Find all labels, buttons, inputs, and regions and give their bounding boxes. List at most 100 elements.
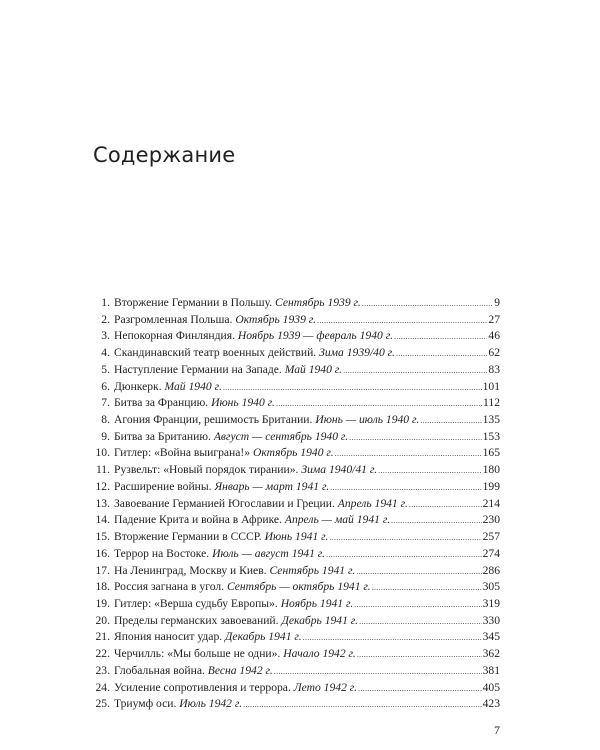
chapter-title: Пределы германских завоеваний. — [114, 613, 279, 627]
dot-leader — [317, 313, 487, 330]
dot-leader — [330, 480, 481, 497]
dot-leader — [354, 597, 481, 614]
chapter-page: 274 — [482, 546, 500, 560]
chapter-number: 3. — [101, 329, 110, 343]
chapter-page: 27 — [488, 312, 500, 326]
chapter-page: 257 — [482, 530, 500, 544]
toc-entry: 23.Глобальная война. Весна 1942 г. 381 — [88, 663, 501, 680]
toc-entry: 16. Террор на Востоке. Июль — август 1941… — [88, 546, 501, 564]
chapter-heading: Вторжение Германии в Польшу. Сентябрь 19… — [110, 295, 361, 312]
chapter-date: Зима 1940/41 г. — [301, 463, 378, 477]
chapter-title: Вторжение Германии в Польшу. — [114, 296, 273, 309]
chapter-page: 214 — [482, 496, 500, 510]
chapter-number: 25. — [95, 697, 111, 711]
chapter-heading: Дюнкерк. Май 1940 г. — [110, 379, 222, 396]
chapter-number: 23. — [95, 663, 111, 677]
chapter-date: Весна 1942 г. — [207, 663, 273, 677]
toc-entry: 15. Вторжение Германии в СССР. Июнь 1941 … — [88, 529, 501, 546]
chapter-date: Август — сентябрь 1940 г. — [213, 429, 349, 443]
chapter-heading: Пределы германских завоеваний. Декабрь 1… — [110, 613, 358, 630]
chapter-title: Япония наносит удар. — [114, 630, 223, 644]
chapter-heading: Расширение войны. Январь — март 1941 г. — [110, 479, 329, 496]
page-number: 7 — [494, 723, 500, 737]
dot-leader — [394, 329, 487, 346]
toc-entry: 25.Триумф оси. Июль 1942 г. 423 — [88, 696, 501, 714]
chapter-heading: На Ленинград, Москву и Киев. Сентябрь 19… — [110, 563, 355, 580]
chapter-page: 362 — [482, 647, 500, 661]
toc-entry: 24. Усиление сопротивления и террора. Лет… — [88, 680, 501, 698]
chapter-title: Усиление сопротивления и террора. — [114, 680, 291, 694]
chapter-title: Вторжение Германии в СССР. — [114, 530, 262, 544]
chapter-number: 1. — [101, 296, 110, 309]
chapter-date: Сентябрь 1939 г. — [275, 296, 361, 309]
chapter-page: 135 — [482, 413, 500, 427]
chapter-date: Начало 1942 г. — [283, 647, 356, 661]
dot-leader — [303, 630, 482, 647]
chapter-date: Май 1940 г. — [284, 362, 343, 376]
chapter-number: 22. — [95, 647, 111, 661]
toc-entry: 9. Битва за Британию. Август — сентябрь 1… — [88, 429, 500, 446]
page-title: Содержание — [93, 143, 236, 167]
chapter-title: На Ленинград, Москву и Киев. — [114, 563, 267, 577]
chapter-number: 16. — [95, 546, 111, 560]
toc-entry: 14. Падение Крита и война в Африке. Апрел… — [88, 512, 501, 530]
chapter-number: 5. — [101, 362, 110, 376]
dot-leader — [223, 380, 482, 397]
chapter-page: 286 — [482, 563, 500, 577]
chapter-page: 153 — [482, 429, 500, 443]
chapter-title: Скандинавский театр военных действий. — [114, 346, 317, 360]
chapter-number: 10. — [95, 446, 111, 460]
dot-leader — [391, 513, 482, 530]
chapter-date: Январь — март 1941 г. — [214, 479, 330, 493]
chapter-title: Черчилль: «Мы больше не одни». — [114, 647, 281, 661]
toc-entry: 4. Скандинавский театр военных действий. … — [88, 345, 500, 362]
dot-leader — [372, 580, 482, 597]
chapter-page: 46 — [488, 329, 500, 343]
chapter-title: Битва за Францию. — [114, 396, 209, 410]
dot-leader — [343, 363, 487, 380]
toc-entry: 6.Дюнкерк. Май 1940 г.101 — [88, 379, 500, 396]
chapter-title: Расширение войны. — [114, 479, 212, 493]
toc-entry: 19. Гитлер: «Верша судьбу Европы». Ноябрь… — [88, 596, 501, 614]
dot-leader — [326, 547, 482, 564]
dot-leader — [378, 463, 481, 480]
chapter-heading: Россия загнана в угол. Сентябрь — октябр… — [110, 579, 371, 596]
chapter-page: 9 — [494, 296, 500, 309]
toc-entry: 22. Черчилль: «Мы больше не одни». Начало… — [88, 646, 501, 664]
chapter-title: Глобальная война. — [114, 663, 205, 677]
chapter-number: 7. — [101, 396, 110, 410]
chapter-heading: Скандинавский театр военных действий. Зи… — [110, 345, 395, 362]
chapter-number: 19. — [95, 596, 111, 610]
chapter-date: Ноябрь 1941 г. — [280, 596, 354, 610]
chapter-date: Сентябрь — октябрь 1941 г. — [226, 580, 371, 594]
chapter-date: Ноябрь 1939 — февраль 1940 г. — [237, 329, 393, 343]
chapter-number: 13. — [95, 496, 111, 510]
chapter-title: Террор на Востоке. — [114, 546, 210, 560]
chapter-page: 381 — [482, 663, 500, 677]
chapter-title: Непокорная Финляндия. — [114, 329, 235, 343]
toc-entry: 20. Пределы германских завоеваний. Декабр… — [88, 613, 501, 630]
dot-leader — [357, 647, 482, 664]
chapter-number: 14. — [95, 513, 111, 527]
chapter-heading: Разгромленная Польша. Октябрь 1939 г. — [110, 312, 316, 329]
chapter-heading: Глобальная война. Весна 1942 г. — [110, 663, 273, 680]
dot-leader — [335, 446, 482, 463]
chapter-heading: Гитлер: «Война выиграна!» Октябрь 1940 г… — [110, 445, 334, 462]
chapter-date: Декабрь 1941 г. — [225, 630, 302, 644]
toc-entry: 3. Непокорная Финляндия. Ноябрь 1939 — фе… — [88, 328, 500, 345]
dot-leader — [396, 346, 487, 363]
chapter-date: Июнь 1941 г. — [264, 530, 329, 544]
dot-leader — [358, 681, 482, 698]
toc-entry: 13. Завоевание Германией Югославии и Грец… — [88, 496, 501, 513]
dot-leader — [243, 697, 481, 714]
chapter-page: 199 — [482, 479, 500, 493]
chapter-number: 4. — [101, 346, 110, 360]
chapter-page: 405 — [482, 680, 500, 694]
chapter-title: Гитлер: «Верша судьбу Европы». — [114, 596, 278, 610]
toc-entry: 17. На Ленинград, Москву и Киев. Сентябрь… — [88, 563, 501, 580]
chapter-title: Завоевание Германией Югославии и Греции. — [114, 496, 335, 510]
chapter-date: Май 1940 г. — [164, 379, 222, 393]
chapter-date: Октябрь 1939 г. — [235, 312, 317, 326]
chapter-page: 330 — [482, 613, 500, 627]
toc-entry: 2.Разгромленная Польша. Октябрь 1939 г.2… — [88, 312, 500, 329]
